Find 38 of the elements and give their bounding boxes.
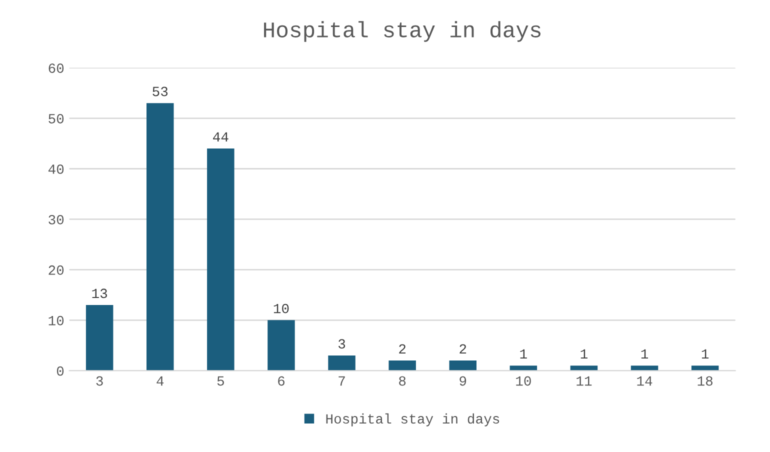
y-tick-label: 50 [48, 114, 64, 124]
data-label: 2 [399, 344, 406, 354]
y-tick-label: 60 [48, 64, 64, 73]
data-label: 10 [274, 304, 289, 314]
x-tick-label: 4 [156, 376, 164, 386]
y-tick-label: 0 [56, 366, 64, 376]
x-tick-label: 7 [338, 376, 345, 386]
data-label: 1 [641, 349, 648, 359]
x-tick-label: 18 [698, 376, 712, 386]
data-label: 1 [520, 349, 527, 359]
bar [328, 356, 356, 371]
data-label: 53 [152, 86, 168, 96]
data-label: 44 [213, 132, 228, 142]
bar [388, 360, 416, 371]
x-tick-label: 9 [460, 376, 466, 386]
y-tick-label: 10 [48, 316, 64, 326]
data-label: 3 [338, 339, 346, 349]
data-label: 13 [92, 288, 108, 298]
bar [207, 148, 234, 371]
y-tick-label: 30 [48, 214, 64, 224]
bar [86, 305, 114, 371]
data-label: 1 [580, 349, 588, 359]
data-label: 1 [702, 349, 709, 359]
x-tick-label: 8 [399, 376, 406, 386]
y-tick-label: 20 [48, 265, 64, 275]
data-label: 2 [460, 344, 466, 354]
x-tick-label: 11 [576, 376, 592, 386]
chart-title: Hospital stay in days [264, 21, 540, 42]
y-tick-label: 40 [48, 164, 64, 174]
x-tick-label: 3 [96, 376, 103, 386]
x-tick-label: 14 [637, 376, 652, 386]
x-tick-label: 10 [516, 376, 531, 386]
legend-label: Hospital stay in days [326, 413, 500, 426]
bar [268, 320, 295, 371]
bar [449, 360, 476, 371]
x-tick-label: 6 [278, 376, 284, 386]
bar [146, 103, 174, 371]
x-tick-label: 5 [217, 376, 224, 386]
